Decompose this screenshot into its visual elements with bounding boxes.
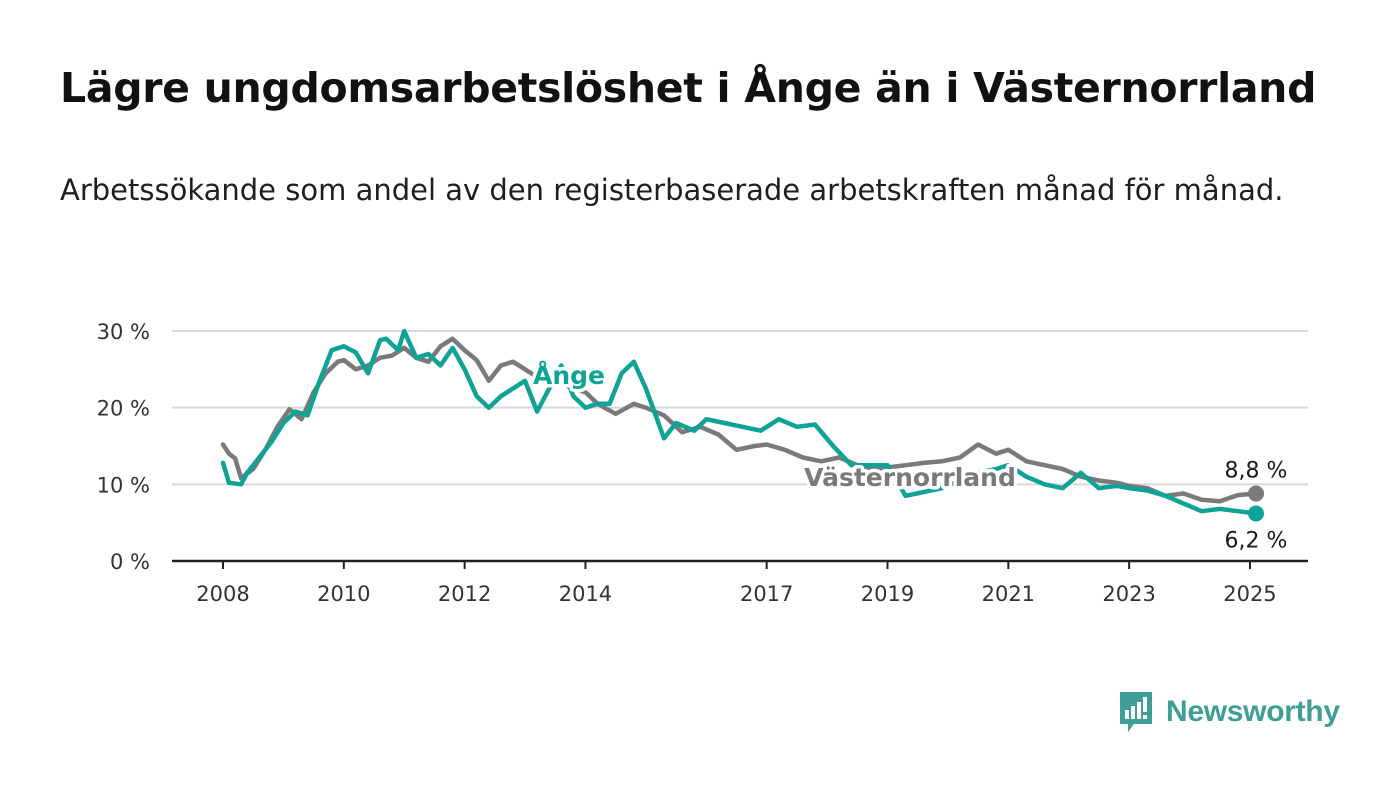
x-tick-label: 2025	[1223, 582, 1276, 606]
newsworthy-logo: Newsworthy	[1118, 690, 1340, 734]
series-labels: Västernorrland 8,8 % Ånge 6,2 %	[530, 358, 1288, 554]
chart-title: Lägre ungdomsarbetslöshet i Ånge än i Vä…	[60, 64, 1317, 112]
series-line-vasternorrland	[220, 336, 1259, 504]
y-tick-label: 10 %	[97, 473, 150, 497]
newsworthy-bar-chart-icon	[1120, 692, 1152, 732]
end-value-label-ange: 6,2 %	[1225, 528, 1288, 553]
brand-name: Newsworthy	[1166, 695, 1340, 728]
series-name-label-vasternorrland: Västernorrland	[804, 463, 1016, 492]
x-tick-label: 2021	[982, 582, 1035, 606]
end-point-ange	[1248, 505, 1264, 522]
x-tick-label: 2014	[559, 582, 612, 606]
x-tick-label: 2017	[740, 582, 793, 606]
y-tick-label: 30 %	[97, 320, 150, 344]
x-tick-label: 2008	[196, 582, 249, 606]
series-lines	[220, 328, 1264, 522]
chart-subtitle: Arbetssökande som andel av den registerb…	[60, 173, 1284, 207]
series-line-ange	[220, 328, 1259, 516]
grid-lines	[172, 330, 1308, 486]
series-name-label-ange: Ånge	[533, 361, 605, 390]
x-tick-label: 2010	[317, 582, 370, 606]
x-tick-label: 2012	[438, 582, 491, 606]
y-axis-tick-labels: 0 % 10 % 20 % 30 %	[97, 320, 150, 574]
y-tick-label: 20 %	[97, 397, 150, 421]
end-point-vasternorrland	[1248, 485, 1264, 502]
end-value-label-vasternorrland: 8,8 %	[1225, 459, 1288, 484]
x-axis: 2008 2010 2012 2014 2017 2019 2021 2023 2025	[172, 559, 1308, 606]
x-tick-label: 2019	[861, 582, 914, 606]
y-tick-label: 0 %	[110, 550, 150, 574]
x-tick-label: 2023	[1102, 582, 1155, 606]
